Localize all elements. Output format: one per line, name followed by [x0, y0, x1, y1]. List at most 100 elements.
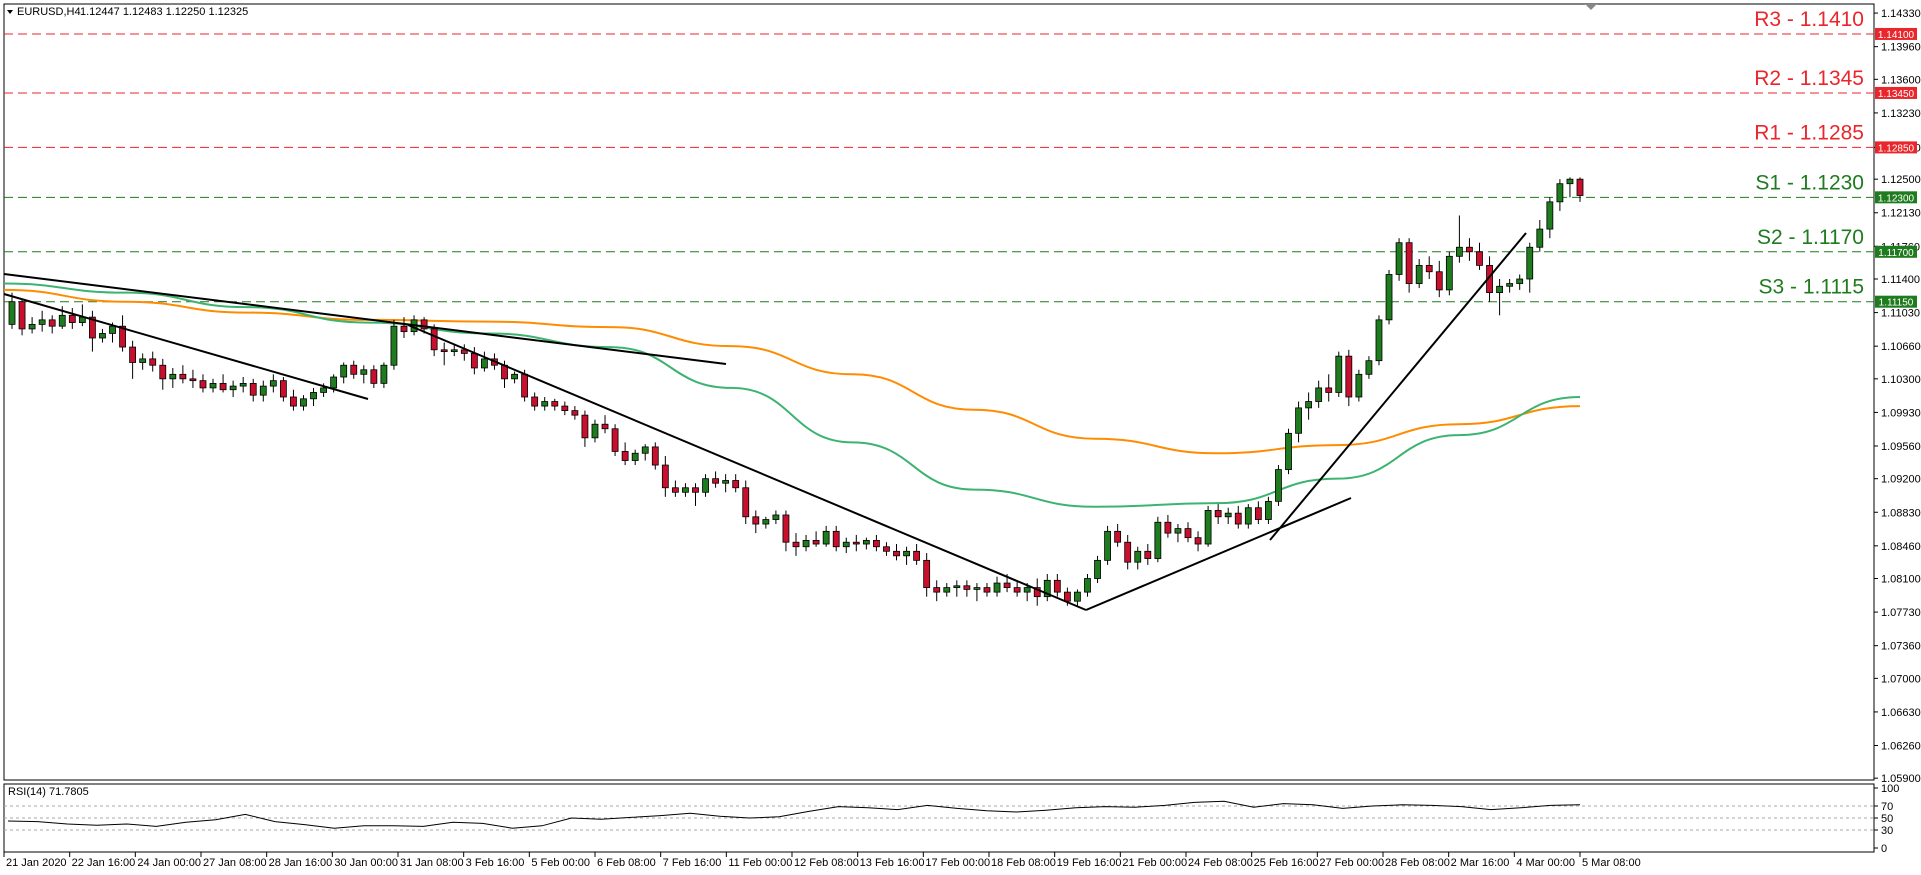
- candle-body: [430, 328, 438, 351]
- time-tick-label: 28 Jan 16:00: [269, 857, 333, 869]
- candle-body: [440, 349, 448, 353]
- candle-body: [993, 582, 1001, 593]
- level-badge: [1875, 27, 1917, 40]
- candle-body: [1114, 530, 1122, 543]
- time-tick-label: 27 Feb 00:00: [1319, 857, 1384, 869]
- rsi-tick-label: 50: [1881, 813, 1893, 825]
- price-tick-label: 1.05900: [1881, 773, 1921, 785]
- candle-body: [551, 401, 559, 407]
- candle-body: [219, 382, 227, 391]
- candles-group: [8, 177, 1584, 606]
- time-tick-label: 24 Jan 00:00: [137, 857, 201, 869]
- candle-body: [1546, 201, 1554, 230]
- candle-body: [68, 314, 76, 323]
- candle-body: [89, 316, 96, 339]
- rsi-label: RSI(14) 71.7805: [8, 786, 89, 798]
- candle-body: [1415, 264, 1423, 284]
- candle-body: [1526, 246, 1534, 280]
- candle-body: [1576, 178, 1584, 196]
- candle-body: [1275, 469, 1282, 502]
- candle-body: [1084, 578, 1091, 593]
- candle-body: [400, 325, 408, 333]
- price-tick-label: 1.13960: [1881, 42, 1921, 54]
- candle-body: [1536, 228, 1544, 248]
- candle-body: [1445, 255, 1453, 291]
- candle-body: [1244, 507, 1252, 525]
- moving-average-line: [3, 288, 1581, 455]
- candle-body: [149, 358, 157, 366]
- candle-body: [802, 539, 810, 548]
- candle-body: [1265, 500, 1272, 520]
- level-badge-label: 1.12850: [1878, 143, 1915, 154]
- candle-body: [682, 487, 689, 493]
- candle-body: [1074, 591, 1081, 602]
- candle-body: [913, 550, 921, 561]
- candle-body: [591, 423, 599, 439]
- price-tick-label: 1.13230: [1881, 108, 1921, 120]
- dropdown-triangle-icon[interactable]: [7, 10, 13, 14]
- candle-body: [1144, 550, 1152, 559]
- candle-body: [1063, 591, 1071, 602]
- candle-body: [782, 514, 790, 543]
- candle-body: [1003, 582, 1011, 588]
- candle-body: [1204, 510, 1212, 545]
- candle-body: [903, 550, 910, 557]
- price-tick-label: 1.08100: [1881, 574, 1921, 586]
- candle-body: [752, 516, 760, 525]
- time-tick-label: 27 Jan 08:00: [203, 857, 267, 869]
- candle-body: [511, 373, 518, 380]
- candle-body: [1496, 285, 1503, 294]
- candle-body: [1285, 432, 1292, 470]
- candle-body: [1194, 537, 1202, 545]
- level-badge: [1875, 295, 1917, 308]
- candle-body: [631, 452, 639, 461]
- candle-body: [460, 349, 468, 354]
- candle-body: [1184, 528, 1192, 539]
- candle-body: [58, 314, 66, 327]
- candle-body: [973, 587, 981, 590]
- time-tick-label: 6 Feb 08:00: [597, 857, 656, 869]
- time-tick-label: 30 Jan 00:00: [334, 857, 398, 869]
- candle-body: [1023, 587, 1031, 593]
- candle-body: [420, 319, 428, 330]
- candle-body: [38, 319, 46, 325]
- candle-body: [842, 541, 850, 548]
- time-tick-label: 11 Feb 00:00: [728, 857, 792, 869]
- candle-body: [722, 480, 730, 484]
- trendline-support-steep: [1269, 232, 1527, 541]
- trendline-short-resistance: [3, 293, 369, 400]
- time-tick-label: 25 Feb 16:00: [1254, 857, 1319, 869]
- candle-body: [1355, 373, 1363, 398]
- candle-body: [1043, 579, 1051, 598]
- levels-group: R3 - 1.1410 1.14100 R2 - 1.1345 1.13450 R1 -…: [4, 8, 1917, 309]
- candle-body: [139, 358, 147, 363]
- time-tick-label: 24 Feb 08:00: [1188, 857, 1253, 869]
- candle-body: [249, 382, 257, 396]
- scroll-marker-icon[interactable]: [1585, 4, 1597, 10]
- candle-body: [832, 530, 840, 548]
- level-badge: [1875, 245, 1917, 258]
- candle-body: [28, 323, 36, 330]
- candle-body: [671, 487, 679, 493]
- candle-body: [852, 541, 860, 545]
- candle-body: [561, 405, 569, 412]
- candle-body: [692, 487, 699, 493]
- candle-body: [99, 333, 106, 339]
- candle-body: [1365, 360, 1373, 375]
- candle-body: [1134, 550, 1142, 563]
- candle-body: [1094, 559, 1101, 579]
- price-tick-label: 1.06630: [1881, 707, 1921, 719]
- price-tick-label: 1.07000: [1881, 673, 1921, 685]
- price-tick-label: 1.10660: [1881, 341, 1921, 353]
- candle-body: [661, 464, 669, 489]
- price-tick-label: 1.11400: [1881, 274, 1920, 286]
- level-label: R1 - 1.1285: [1754, 121, 1864, 144]
- candle-body: [1516, 278, 1524, 284]
- rsi-tick-label: 100: [1881, 783, 1899, 795]
- candle-body: [963, 585, 971, 590]
- trendline-long-resistance: [3, 273, 727, 365]
- time-tick-label: 31 Jan 08:00: [400, 857, 464, 869]
- candle-body: [1104, 530, 1111, 561]
- candle-body: [601, 423, 609, 430]
- price-axis: 1.14330 1.13960 1.13600 1.13230 1.12850 1.125…: [1874, 8, 1921, 785]
